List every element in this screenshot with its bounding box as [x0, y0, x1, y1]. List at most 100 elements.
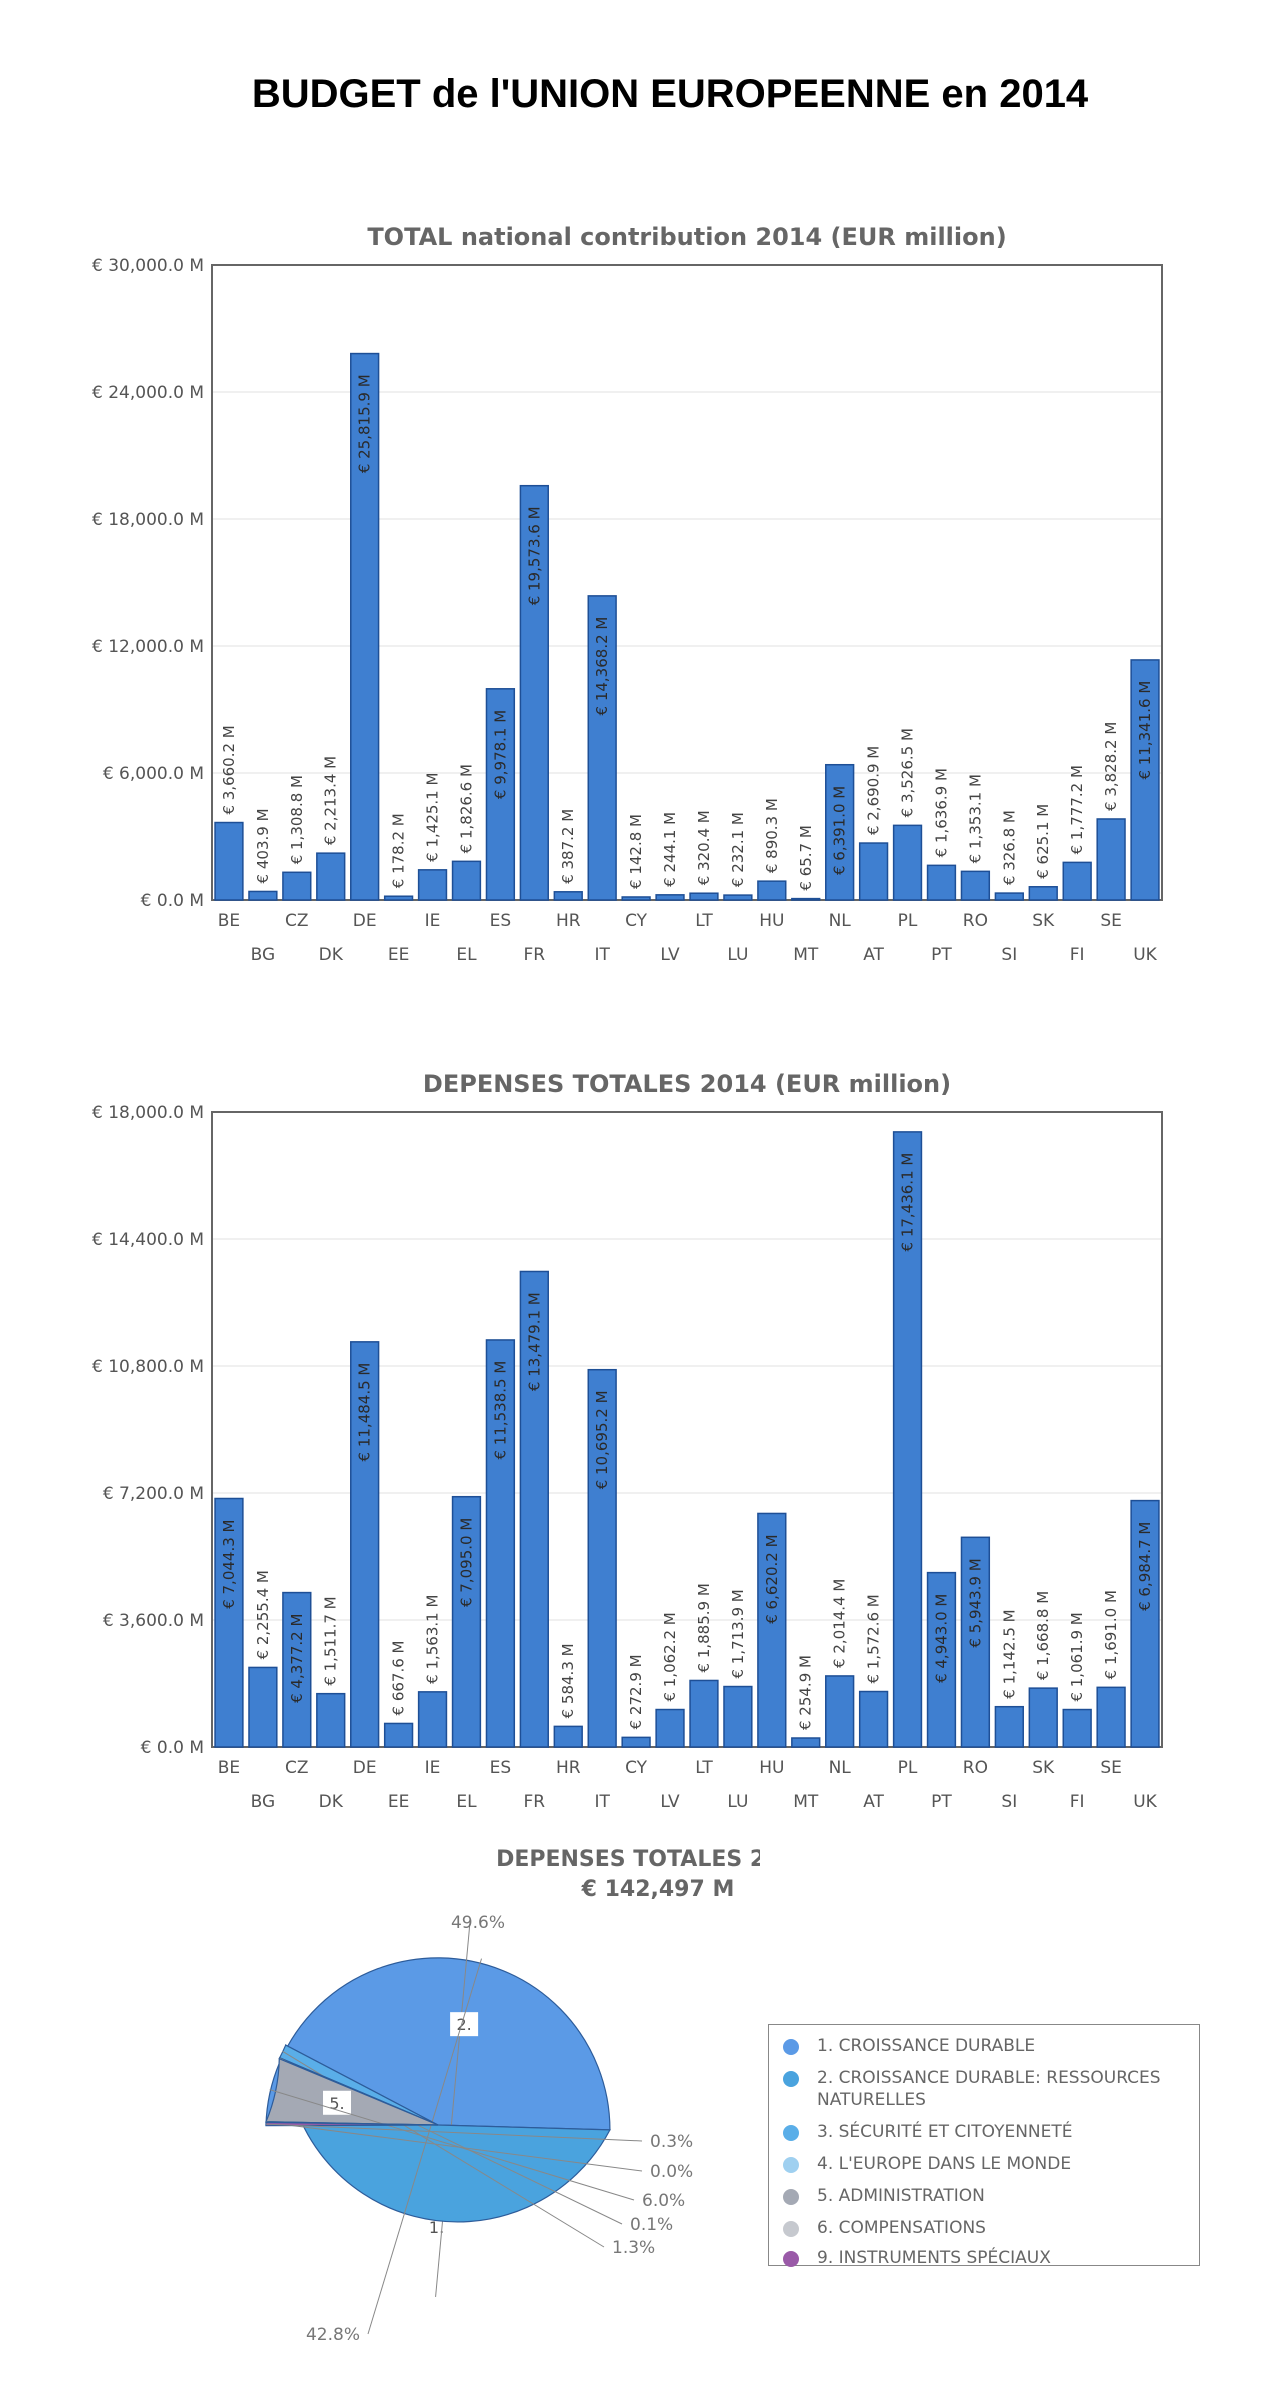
x-tick-label: HU [759, 1758, 784, 1778]
bar-cz [282, 871, 312, 901]
slice-tag: 5. [329, 2094, 344, 2113]
x-tick-label: IE [425, 1758, 441, 1778]
bar-lv [655, 1708, 685, 1748]
bar-fi [1062, 1708, 1092, 1748]
x-tick-label: EL [456, 1792, 477, 1812]
chart-title: TOTAL national contribution 2014 (EUR mi… [367, 223, 1006, 251]
bar-lu [723, 894, 753, 901]
x-tick-label: SK [1032, 911, 1055, 931]
x-tick-label: ES [490, 1758, 512, 1778]
data-label: € 2,255.4 M [254, 1570, 272, 1659]
data-label: € 142.8 M [627, 814, 645, 889]
x-tick-label: FR [524, 945, 546, 965]
y-tick-label: € 24,000.0 M [92, 383, 204, 403]
data-label: € 1,572.6 M [865, 1594, 883, 1683]
bar-dk [316, 1692, 346, 1748]
data-label: € 7,095.0 M [457, 1518, 475, 1607]
bar-fi [1062, 861, 1092, 901]
bar-fr [519, 484, 549, 901]
bar-de [350, 352, 380, 901]
x-tick-label: MT [793, 945, 819, 965]
legend-label: 3. SÉCURITÉ ET CITOYENNETÉ [817, 2122, 1073, 2142]
data-label: € 3,828.2 M [1102, 722, 1120, 811]
x-tick-label: LU [727, 1792, 748, 1812]
data-label: € 14,368.2 M [593, 617, 611, 716]
pie-subtitle: € 142,497 M [581, 1877, 735, 1902]
x-tick-label: NL [829, 911, 852, 931]
bar-de [350, 1341, 380, 1748]
data-label: € 1,713.9 M [729, 1589, 747, 1678]
x-tick-label: RO [963, 911, 988, 931]
data-label: € 254.9 M [797, 1655, 815, 1730]
data-label: € 667.6 M [390, 1640, 408, 1715]
bar-hr [553, 891, 583, 901]
data-label: € 6,984.7 M [1136, 1522, 1154, 1611]
bar-be [214, 821, 244, 901]
data-label: € 1,885.9 M [695, 1583, 713, 1672]
data-label: € 1,691.0 M [1102, 1590, 1120, 1679]
y-tick-label: € 18,000.0 M [92, 1103, 204, 1123]
slice-tag-bg [323, 2090, 352, 2115]
bar-nl [825, 763, 855, 901]
y-tick-label: € 14,400.0 M [92, 1230, 204, 1250]
bar-se [1096, 818, 1126, 901]
x-tick-label: SI [1001, 1792, 1017, 1812]
bar-pl [892, 824, 923, 901]
bar-uk [1130, 1499, 1160, 1748]
bar-sk [1028, 886, 1058, 901]
pct-label: 42.8% [306, 2325, 360, 2345]
data-label: € 4,943.0 M [932, 1594, 950, 1683]
expenditure-bar-chart: DEPENSES TOTALES 2014 (EUR million) € 0.0… [92, 1070, 1163, 1812]
pct-label: 0.1% [630, 2215, 673, 2235]
x-tick-label: LV [660, 1792, 680, 1812]
data-label: € 403.9 M [254, 808, 272, 883]
y-tick-label: € 7,200.0 M [103, 1484, 204, 1504]
data-label: € 244.1 M [661, 812, 679, 887]
x-tick-label: FI [1070, 1792, 1085, 1812]
bar-ro [960, 870, 991, 901]
x-tick-label: EL [456, 945, 477, 965]
data-label: € 6,391.0 M [831, 786, 849, 875]
bar-cz [282, 1591, 312, 1748]
bar-sk [1028, 1687, 1058, 1748]
x-tick-label: AT [863, 1792, 884, 1812]
slice-tag: 2. [456, 2015, 471, 2034]
bar-uk [1130, 659, 1160, 901]
data-label: € 19,573.6 M [525, 506, 543, 605]
data-label: € 2,690.9 M [865, 746, 883, 835]
x-tick-label: SE [1100, 1758, 1122, 1778]
x-tick-label: LV [660, 945, 680, 965]
bar-nl [825, 1675, 855, 1748]
x-tick-label: PT [931, 1792, 952, 1812]
bar-se [1096, 1686, 1126, 1748]
data-label: € 4,377.2 M [288, 1614, 306, 1703]
y-tick-label: € 3,600.0 M [103, 1611, 204, 1631]
data-label: € 1,142.5 M [1000, 1609, 1018, 1698]
bar-lv [655, 894, 685, 901]
leader-line [367, 1958, 482, 2335]
bar-es [485, 1339, 516, 1748]
data-label: € 232.1 M [729, 812, 747, 887]
data-label: € 625.1 M [1034, 804, 1052, 879]
data-label: € 13,479.1 M [525, 1292, 543, 1391]
x-tick-label: FR [524, 1792, 546, 1812]
chart-title: DEPENSES TOTALES 2014 (EUR million) [423, 1070, 951, 1098]
x-tick-label: ES [490, 911, 512, 931]
leader-line [269, 2089, 635, 2201]
x-tick-label: EE [388, 1792, 409, 1812]
bar-lt [689, 1679, 719, 1748]
x-tick-label: LT [695, 1758, 713, 1778]
x-tick-label: EE [388, 945, 409, 965]
pct-label: 1.3% [612, 2238, 655, 2258]
bar-pt [926, 1571, 957, 1748]
legend-label: 9. INSTRUMENTS SPÉCIAUX [817, 2248, 1051, 2268]
legend-swatch-icon [783, 2157, 799, 2173]
pie-legend: 1. CROISSANCE DURABLE 2. CROISSANCE DURAB… [768, 2024, 1200, 2268]
bar-ie [417, 869, 448, 901]
x-tick-label: UK [1133, 945, 1157, 965]
data-label: € 11,484.5 M [356, 1363, 374, 1462]
legend-swatch-icon [783, 2039, 799, 2055]
bar-it [587, 1368, 617, 1748]
data-label: € 326.8 M [1000, 810, 1018, 885]
data-label: € 584.3 M [559, 1643, 577, 1718]
